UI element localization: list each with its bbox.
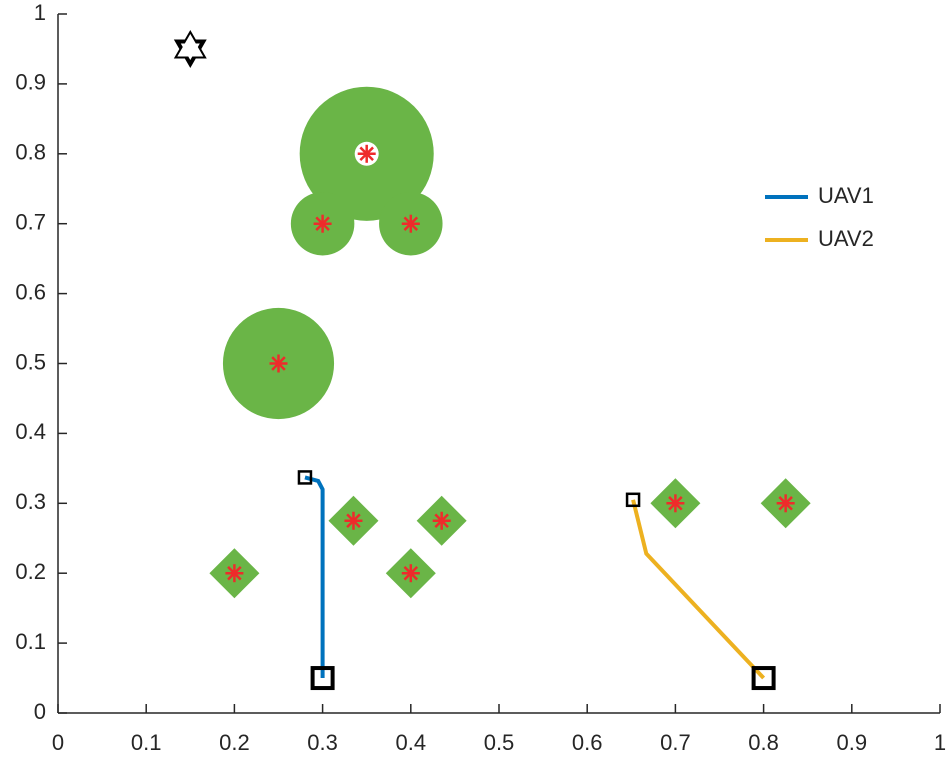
target-marker — [432, 511, 451, 530]
target-marker — [344, 511, 363, 530]
asterisk-stroke — [403, 565, 419, 581]
target-marker — [776, 494, 795, 513]
y-tick-label: 0.7 — [15, 210, 46, 235]
end-marker — [310, 666, 335, 691]
threat-center-marker — [401, 214, 420, 233]
threat-center-marker — [357, 144, 376, 163]
x-tick-label: 0.1 — [131, 730, 162, 755]
y-tick-label: 0.6 — [15, 279, 46, 304]
start-marker — [297, 470, 313, 485]
target-marker — [401, 564, 420, 583]
asterisk-stroke — [403, 216, 419, 231]
y-tick-label: 0.5 — [15, 349, 46, 374]
asterisk-stroke — [271, 356, 286, 371]
x-tick-label: 0.8 — [748, 730, 779, 755]
x-tick-label: 0.3 — [307, 730, 338, 755]
x-tick-label: 0.9 — [837, 730, 868, 755]
asterisk-stroke — [668, 496, 683, 511]
y-tick-label: 0.4 — [15, 419, 46, 444]
legend-label: UAV1 — [818, 183, 874, 208]
end-marker — [751, 666, 776, 691]
y-tick-label: 0.3 — [15, 489, 46, 514]
asterisk-stroke — [778, 496, 793, 511]
target-marker — [666, 494, 685, 513]
threat-center-marker — [313, 214, 332, 233]
x-tick-label: 0 — [52, 730, 64, 755]
x-tick-label: 0.4 — [396, 730, 427, 755]
x-tick-label: 0.2 — [219, 730, 250, 755]
asterisk-stroke — [227, 565, 242, 581]
asterisk-stroke — [359, 146, 374, 162]
y-tick-label: 1 — [34, 0, 46, 25]
start-marker — [625, 492, 641, 508]
base — [173, 29, 207, 68]
base-tri — [177, 33, 204, 57]
asterisk-stroke — [315, 216, 330, 231]
y-tick-label: 0.9 — [15, 70, 46, 95]
asterisk-stroke — [434, 513, 449, 529]
threat-center-marker — [269, 354, 288, 373]
path-line — [304, 475, 325, 679]
x-tick-label: 0.5 — [484, 730, 515, 755]
y-tick-label: 0.8 — [15, 140, 46, 165]
x-tick-label: 1 — [934, 730, 946, 755]
y-tick-label: 0.2 — [15, 559, 46, 584]
x-tick-label: 0.7 — [660, 730, 691, 755]
asterisk-stroke — [346, 513, 361, 529]
legend-label: UAV2 — [818, 226, 874, 251]
path-line — [631, 499, 766, 680]
x-tick-label: 0.6 — [572, 730, 603, 755]
target-marker — [225, 564, 244, 583]
y-tick-label: 0.1 — [15, 629, 46, 654]
y-tick-label: 0 — [34, 699, 46, 724]
